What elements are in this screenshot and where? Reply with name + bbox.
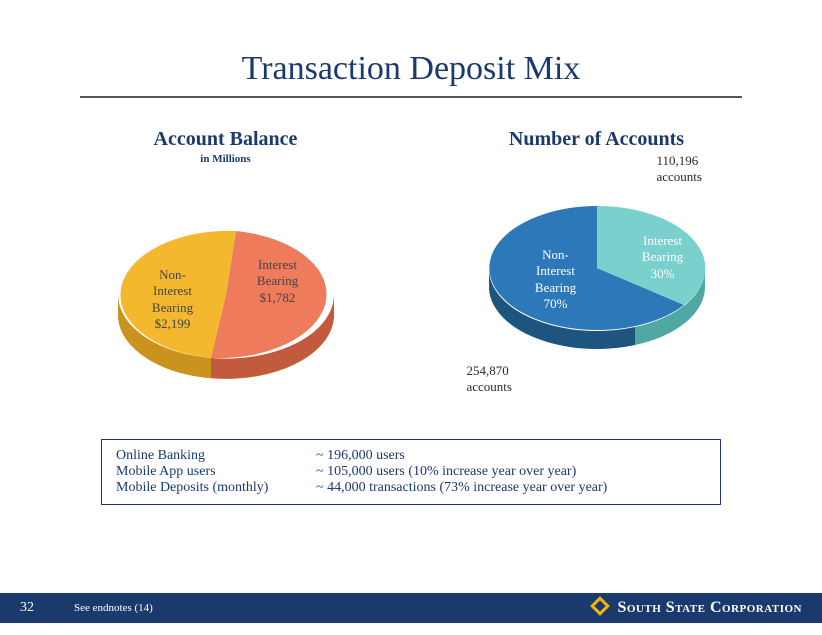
pie-right-top: [489, 206, 705, 330]
chart-right-title: Number of Accounts: [421, 128, 772, 151]
stats-value: ~ 196,000 users: [316, 448, 405, 464]
stats-row: Mobile Deposits (monthly) ~ 44,000 trans…: [116, 480, 706, 496]
page-number: 32: [20, 600, 34, 616]
charts-row: Account Balance in Millions: [30, 128, 792, 415]
footer-bar: 32 See endnotes (14) South State Corpora…: [0, 593, 822, 623]
stats-label: Mobile Deposits (monthly): [116, 480, 316, 496]
pie-right-wrap: 110,196accounts Non-InterestBearing70%: [457, 153, 737, 413]
ext-label-interest: 110,196accounts: [657, 153, 747, 184]
stats-label: Mobile App users: [116, 464, 316, 480]
stats-value: ~ 44,000 transactions (73% increase year…: [316, 480, 607, 496]
chart-left-title: Account Balance: [50, 128, 401, 151]
pie-left-svg: [96, 175, 356, 405]
chart-account-balance: Account Balance in Millions: [50, 128, 401, 415]
stats-value: ~ 105,000 users (10% increase year over …: [316, 464, 576, 480]
title-rule: [80, 96, 742, 98]
chart-number-of-accounts: Number of Accounts 110,196accounts: [421, 128, 772, 413]
pie-left-wrap: Non-InterestBearing$2,199 InterestBearin…: [86, 175, 366, 415]
brand-name: South State Corporation: [617, 599, 802, 616]
brand: South State Corporation: [593, 599, 802, 617]
stats-label: Online Banking: [116, 448, 316, 464]
stats-row: Online Banking ~ 196,000 users: [116, 448, 706, 464]
chart-left-subtitle: in Millions: [50, 153, 401, 165]
ext-label-noninterest: 254,870accounts: [467, 363, 557, 394]
pie-right-svg: [467, 153, 727, 373]
endnote-ref: See endnotes (14): [74, 602, 593, 614]
stats-row: Mobile App users ~ 105,000 users (10% in…: [116, 464, 706, 480]
stats-box: Online Banking ~ 196,000 users Mobile Ap…: [101, 439, 721, 505]
brand-logo-icon: [591, 596, 611, 616]
slide-container: Transaction Deposit Mix Account Balance …: [0, 0, 822, 635]
page-title: Transaction Deposit Mix: [30, 50, 792, 88]
pie-left-top: [120, 231, 326, 358]
